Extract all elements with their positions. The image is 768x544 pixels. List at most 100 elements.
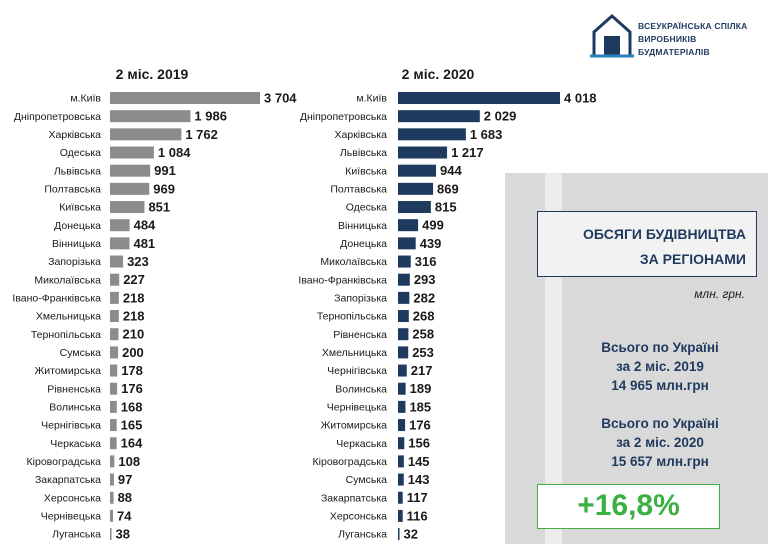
bar-2020 (398, 219, 419, 232)
value-label-2020: 439 (420, 236, 442, 251)
value-label-2020: 268 (413, 309, 435, 324)
value-label-2020: 1 683 (470, 127, 503, 142)
bar-2020 (398, 509, 403, 522)
bar-2019 (110, 110, 191, 123)
region-label-2020: Івано-Франківська (298, 274, 387, 286)
value-label-2019: 108 (118, 454, 140, 469)
value-label-2019: 38 (116, 527, 130, 542)
bar-2020 (398, 110, 480, 123)
bar-2020 (398, 364, 407, 377)
value-label-2020: 869 (437, 181, 459, 196)
value-label-2019: 210 (123, 327, 145, 342)
value-label-2019: 178 (121, 363, 143, 378)
value-label-2019: 1 986 (194, 109, 227, 124)
bar-2020 (398, 491, 403, 504)
value-label-2020: 293 (414, 272, 436, 287)
value-label-2019: 1 762 (185, 127, 218, 142)
value-label-2019: 969 (153, 181, 175, 196)
bar-2020 (398, 255, 411, 268)
value-label-2020: 1 217 (451, 145, 484, 160)
region-label-2020: Вінницька (338, 220, 387, 232)
total-2019-line-3: 14 965 млн.грн (611, 378, 709, 393)
value-label-2020: 253 (412, 345, 434, 360)
bar-2019 (110, 219, 130, 232)
region-label-2020: м.Київ (356, 93, 387, 105)
region-label-2019: Тернопільська (31, 329, 101, 341)
bar-2020 (398, 273, 410, 286)
bar-2020 (398, 382, 406, 395)
value-label-2019: 218 (123, 309, 145, 324)
value-label-2020: 258 (412, 327, 434, 342)
region-label-2020: Тернопільська (317, 311, 387, 323)
bar-2020 (398, 310, 409, 323)
bar-2020 (398, 201, 431, 214)
bar-2020 (398, 346, 409, 359)
region-label-2019: Запорізька (48, 256, 101, 268)
value-label-2020: 145 (408, 454, 430, 469)
growth-value: +16,8% (577, 489, 680, 522)
bar-2019 (110, 328, 119, 341)
region-label-2020: Чернівецька (327, 401, 387, 413)
bar-2019 (110, 128, 182, 141)
region-label-2020: Черкаська (336, 438, 387, 450)
region-label-2020: Сумська (346, 474, 387, 486)
bar-2020 (398, 400, 406, 413)
value-label-2020: 143 (408, 472, 430, 487)
chart-title-2019: 2 міс. 2019 (116, 66, 189, 82)
total-2019-line-1: Всього по Україні (601, 340, 719, 355)
value-label-2020: 2 029 (484, 109, 517, 124)
region-label-2019: Дніпропетровська (14, 111, 101, 123)
title-line-2: ЗА РЕГІОНАМИ (639, 251, 746, 267)
region-label-2019: Херсонська (44, 492, 101, 504)
title-box: ОБСЯГИ БУДІВНИЦТВА ЗА РЕГІОНАМИ (537, 211, 757, 277)
bar-2020 (398, 437, 405, 450)
bar-chart-2019: м.Київ 3 704 Дніпропетровська 1 986 Харківсь… (12, 91, 297, 542)
bar-2020 (398, 291, 410, 304)
region-label-2020: Миколаївська (320, 256, 387, 268)
region-label-2020: Донецька (340, 238, 387, 250)
bar-2019 (110, 182, 150, 195)
region-label-2020: Луганська (338, 529, 387, 541)
value-label-2020: 176 (409, 418, 431, 433)
region-label-2020: Рівненська (333, 329, 387, 341)
region-label-2020: Київська (345, 165, 387, 177)
region-label-2020: Запорізька (334, 292, 387, 304)
region-label-2019: Волинська (49, 401, 101, 413)
bar-2019 (110, 255, 124, 268)
bar-2019 (110, 164, 151, 177)
bar-chart-2020: м.Київ 4 018 Дніпропетровська 2 029 Харківсь… (298, 91, 596, 542)
region-label-2019: Львівська (54, 165, 101, 177)
region-label-2020: Херсонська (330, 511, 387, 523)
value-label-2019: 88 (118, 490, 132, 505)
region-label-2020: Закарпатська (321, 492, 387, 504)
region-label-2019: Харківська (49, 129, 102, 141)
region-label-2019: Полтавська (44, 183, 101, 195)
bar-2020 (398, 419, 406, 432)
total-2019: Всього по Україні за 2 міс. 2019 14 965 … (560, 338, 760, 395)
total-2020: Всього по Україні за 2 міс. 2020 15 657 … (560, 414, 760, 471)
bar-2020 (398, 92, 560, 104)
bar-2020 (398, 455, 404, 468)
value-label-2019: 851 (148, 200, 170, 215)
bar-2020 (398, 128, 466, 141)
region-label-2019: Хмельницька (36, 311, 101, 323)
region-label-2019: Закарпатська (35, 474, 101, 486)
value-label-2019: 323 (127, 254, 149, 269)
bar-2019 (110, 291, 119, 304)
company-logo: ВСЕУКРАЇНСЬКА СПІЛКА ВИРОБНИКІВ БУДМАТЕР… (588, 8, 768, 60)
value-label-2020: 815 (435, 200, 457, 215)
value-label-2020: 4 018 (564, 91, 597, 106)
value-label-2020: 189 (410, 381, 432, 396)
bar-2019 (110, 146, 154, 159)
value-label-2020: 217 (411, 363, 433, 378)
value-label-2019: 74 (117, 508, 132, 523)
region-label-2020: Одеська (346, 202, 387, 214)
region-label-2020: Львівська (340, 147, 387, 159)
region-label-2020: Волинська (335, 383, 387, 395)
growth-badge: +16,8% (537, 484, 720, 529)
value-label-2019: 227 (123, 272, 145, 287)
region-label-2020: Полтавська (330, 183, 387, 195)
region-label-2020: Житомирська (321, 420, 388, 432)
bar-2019 (110, 92, 260, 104)
bar-2019 (110, 419, 117, 432)
